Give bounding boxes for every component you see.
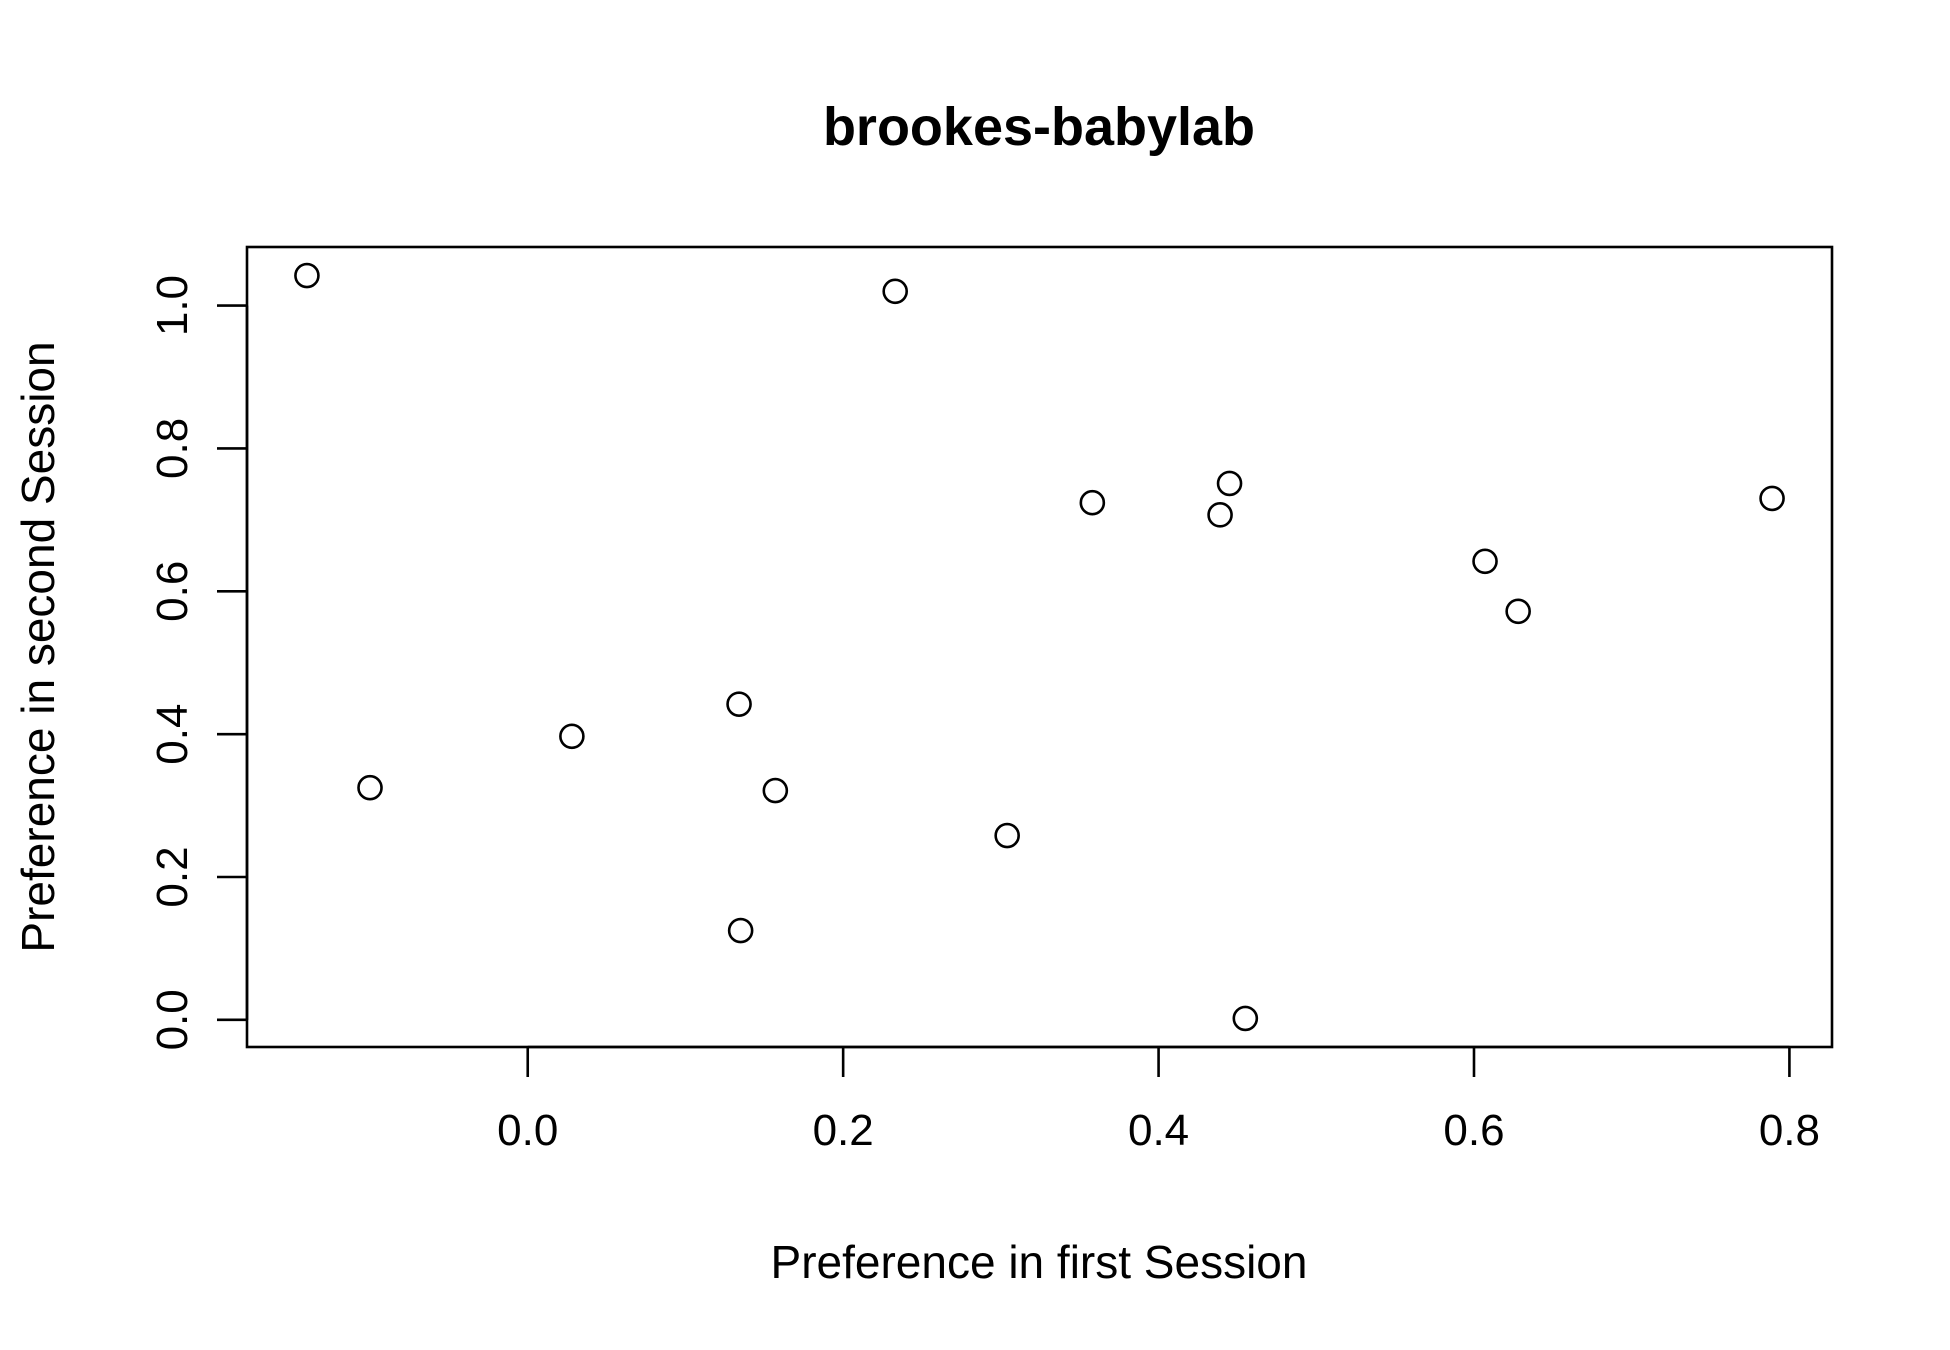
data-point [1472, 548, 1498, 575]
data-point [762, 777, 789, 804]
data-point [726, 691, 752, 717]
data-point [559, 723, 585, 750]
y-tick-label: 0.6 [148, 561, 197, 622]
data-point [1216, 470, 1243, 497]
y-tick-label: 0.0 [148, 989, 197, 1050]
data-point [882, 278, 908, 305]
x-tick-label: 0.2 [813, 1106, 874, 1155]
x-tick-label: 0.8 [1759, 1106, 1820, 1155]
plot-frame [245, 245, 1834, 1049]
y-axis: 0.0 0.2 0.4 0.6 0.8 1.0 [148, 275, 249, 1050]
y-axis-label: Preference in second Session [12, 341, 64, 952]
data-points [294, 262, 1785, 1032]
x-axis: 0.0 0.2 0.4 0.6 0.8 [497, 1045, 1820, 1155]
y-tick-label: 0.4 [148, 704, 197, 765]
data-point [1505, 598, 1531, 625]
data-point [357, 774, 383, 801]
y-tick-label: 0.2 [148, 846, 197, 907]
data-point [727, 917, 754, 944]
data-point [1232, 1005, 1259, 1032]
data-point [994, 822, 1020, 849]
y-tick-label: 1.0 [148, 275, 197, 336]
data-point [294, 262, 320, 289]
chart-title: brookes-babylab [823, 97, 1255, 157]
data-point [1207, 502, 1233, 528]
x-tick-label: 0.0 [497, 1106, 558, 1155]
y-tick-label: 0.8 [148, 418, 197, 479]
x-tick-label: 0.4 [1128, 1106, 1189, 1155]
data-point [1759, 485, 1785, 512]
x-tick-label: 0.6 [1443, 1106, 1504, 1155]
data-point [1079, 489, 1106, 516]
x-axis-label: Preference in first Session [771, 1236, 1308, 1288]
